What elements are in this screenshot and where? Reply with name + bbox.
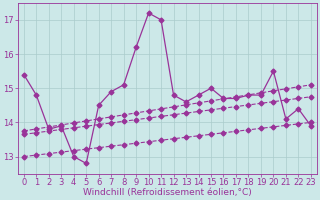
X-axis label: Windchill (Refroidissement éolien,°C): Windchill (Refroidissement éolien,°C) <box>83 188 252 197</box>
